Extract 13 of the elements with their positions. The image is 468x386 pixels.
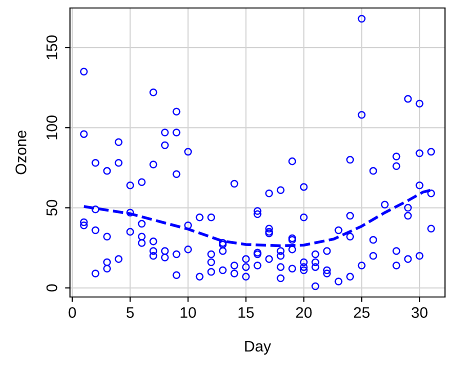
x-tick-label: 30 xyxy=(412,307,428,318)
x-axis-title: Day xyxy=(245,340,272,355)
y-tick-label: 150 xyxy=(46,35,58,60)
x-tick-label: 10 xyxy=(180,307,196,318)
y-tick-label: 100 xyxy=(46,116,58,140)
x-tick-label: 15 xyxy=(238,307,254,318)
y-tick-label: 50 xyxy=(46,200,58,216)
x-tick-label: 0 xyxy=(68,307,76,318)
y-axis-title: Ozone xyxy=(16,130,26,174)
y-tick-label: 0 xyxy=(46,284,58,292)
x-tick-label: 5 xyxy=(126,307,134,318)
x-tick-label: 25 xyxy=(354,307,370,318)
x-tick-label: 20 xyxy=(296,307,312,318)
